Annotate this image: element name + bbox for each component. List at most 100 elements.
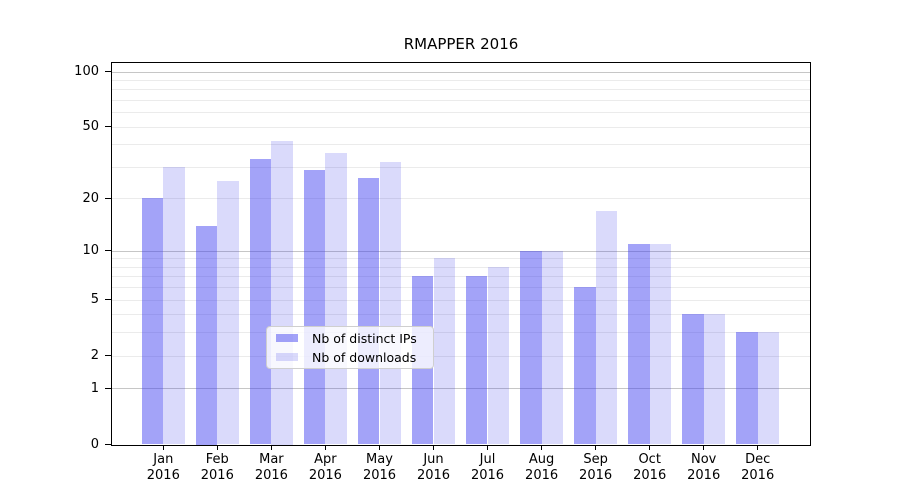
y-tick (105, 197, 111, 200)
x-tick (595, 444, 597, 450)
bar-feb-distinct-ips (195, 225, 218, 445)
bar-mar-distinct-ips (249, 159, 272, 445)
x-tick (216, 444, 218, 450)
y-tick-label: 1 (90, 380, 99, 396)
minor-gridline (112, 126, 810, 128)
x-tick-year: 2016 (146, 467, 180, 483)
y-axis-labels: 0 1 2 5 10 20 50 100 (0, 63, 99, 451)
x-tick-label-nov: Nov 2016 (676, 452, 732, 483)
bar-apr-distinct-ips (303, 169, 326, 445)
x-tick-month: Nov (691, 452, 717, 467)
bar-nov-distinct-ips (682, 314, 704, 445)
bar-dec-downloads (757, 332, 780, 445)
bar-aug-distinct-ips (520, 250, 542, 445)
x-tick (649, 444, 651, 450)
minor-gridline (112, 287, 810, 289)
x-tick-year: 2016 (362, 467, 397, 483)
plot-area: Jan 2016 Feb 2016 Mar 2016 Apr 2016 May 2016 Jun 20… (105, 63, 810, 483)
bar-sep-distinct-ips (574, 287, 596, 445)
x-tick-label-mar: Mar 2016 (243, 452, 299, 483)
x-tick-month: Aug (528, 452, 555, 467)
bar-jan-distinct-ips (141, 198, 164, 445)
bar-may-distinct-ips (357, 178, 380, 445)
x-tick-label-jul: Jul 2016 (460, 452, 516, 483)
bar-mar-downloads (271, 140, 293, 445)
x-tick-month: May (366, 452, 393, 467)
bar-jan-downloads (163, 166, 185, 445)
x-tick (486, 444, 489, 450)
y-tick-label: 5 (90, 292, 99, 308)
x-tick-label-apr: Apr 2016 (297, 452, 353, 483)
x-tick-month: Jan (153, 452, 174, 467)
y-tick (105, 355, 111, 357)
legend-label-distinct-ips: Nb of distinct IPs (312, 330, 417, 346)
x-tick-year: 2016 (416, 467, 451, 483)
bar-apr-downloads (325, 152, 347, 445)
x-tick (324, 444, 327, 450)
chart-title: RMAPPER 2016 (403, 35, 519, 53)
x-tick-month: Oct (638, 452, 661, 467)
minor-gridline (112, 144, 810, 146)
bar-aug-downloads (541, 250, 564, 445)
x-tick (270, 444, 272, 450)
x-tick (703, 444, 705, 450)
minor-gridline (112, 355, 810, 357)
y-tick-label: 20 (82, 190, 99, 206)
bar-jul-distinct-ips (465, 276, 488, 445)
y-tick-label: 100 (74, 64, 99, 79)
x-tick (540, 444, 543, 450)
y-tick-label: 0 (90, 436, 99, 452)
x-tick-month: Mar (259, 452, 284, 467)
x-tick-month: Dec (745, 452, 771, 467)
minor-gridline (112, 314, 810, 316)
x-tick-year: 2016 (470, 467, 505, 483)
x-tick-label-aug: Aug 2016 (514, 452, 570, 483)
bar-oct-distinct-ips (628, 243, 650, 445)
x-tick-month: Jul (479, 452, 496, 467)
x-tick-label-jun: Jun 2016 (406, 452, 462, 483)
legend: Nb of distinct IPs Nb of downloads (266, 326, 434, 369)
minor-gridline (112, 299, 810, 301)
x-tick-label-dec: Dec 2016 (730, 452, 786, 483)
y-tick-label: 50 (82, 119, 99, 135)
minor-gridline (112, 166, 810, 168)
y-tick (105, 126, 111, 128)
y-tick (105, 299, 111, 301)
minor-gridline (112, 332, 810, 334)
x-tick-month: Jun (423, 452, 444, 467)
legend-swatch-downloads (276, 352, 298, 362)
minor-gridline (112, 276, 810, 278)
x-tick-label-feb: Feb 2016 (189, 452, 245, 483)
y-tick (105, 250, 111, 252)
x-tick-year: 2016 (741, 467, 775, 483)
x-tick-year: 2016 (579, 467, 613, 483)
major-gridline (112, 250, 810, 252)
major-gridline (112, 71, 810, 73)
y-tick (105, 387, 111, 389)
minor-gridline (112, 79, 810, 81)
bar-nov-downloads (703, 314, 726, 445)
minor-gridline (112, 258, 810, 260)
major-gridline (112, 388, 810, 390)
x-tick-year: 2016 (633, 467, 667, 483)
bar-oct-downloads (649, 243, 672, 445)
minor-gridline (112, 89, 810, 91)
bar-may-downloads (379, 161, 402, 445)
y-tick-label: 10 (82, 243, 99, 259)
y-tick (105, 70, 111, 73)
x-tick-label-may: May 2016 (352, 452, 408, 483)
x-tick-year: 2016 (687, 467, 721, 483)
x-tick-month: Feb (205, 452, 229, 467)
legend-entry-distinct-ips: Nb of distinct IPs (275, 331, 425, 346)
bar-jul-downloads (487, 266, 510, 445)
x-tick-month: Sep (583, 452, 608, 467)
x-tick-label-jan: Jan 2016 (135, 452, 191, 483)
x-tick (378, 444, 381, 450)
y-tick-label: 2 (90, 348, 99, 364)
x-tick-year: 2016 (308, 467, 342, 483)
bar-sep-downloads (595, 210, 618, 445)
x-tick-year: 2016 (525, 467, 559, 483)
minor-gridline (112, 266, 810, 268)
x-tick (162, 444, 164, 450)
